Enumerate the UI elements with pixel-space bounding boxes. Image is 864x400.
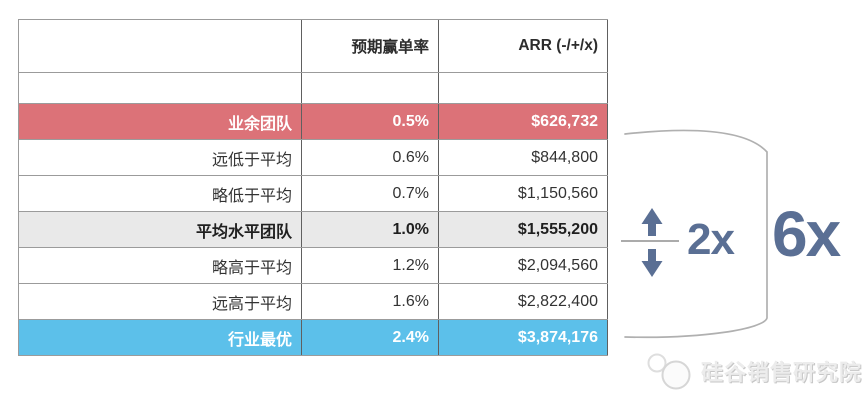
- row-win-rate: 2.4%: [301, 319, 439, 356]
- brand-logo-icon: [647, 353, 691, 390]
- spacer-row: [18, 72, 608, 104]
- table-row-amateur-team: 业余团队 0.5% $626,732: [18, 103, 608, 140]
- table-row-average-team: 平均水平团队 1.0% $1,555,200: [18, 211, 608, 248]
- table-row-slightly-above-average: 略高于平均 1.2% $2,094,560: [18, 247, 608, 284]
- row-win-rate: 0.6%: [301, 139, 439, 176]
- row-arr: $626,732: [438, 103, 608, 140]
- table-header-row: 预期赢单率 ARR (-/+/x): [18, 19, 608, 73]
- row-arr: $1,555,200: [438, 211, 608, 248]
- row-label: 远低于平均: [18, 139, 302, 176]
- row-label: 远高于平均: [18, 283, 302, 320]
- range-bracket-icon: [624, 129, 768, 339]
- row-win-rate: 1.2%: [301, 247, 439, 284]
- multiplier-6x-label: 6x: [772, 198, 841, 270]
- row-arr: $2,822,400: [438, 283, 608, 320]
- row-label: 平均水平团队: [18, 211, 302, 248]
- table-row-far-above-average: 远高于平均 1.6% $2,822,400: [18, 283, 608, 320]
- header-cell-arr: ARR (-/+/x): [438, 19, 608, 73]
- watermark-logo: 硅谷销售研究院: [644, 350, 862, 392]
- row-arr: $2,094,560: [438, 247, 608, 284]
- table-row-industry-best: 行业最优 2.4% $3,874,176: [18, 319, 608, 356]
- row-win-rate: 0.7%: [301, 175, 439, 212]
- row-win-rate: 0.5%: [301, 103, 439, 140]
- brand-name: 硅谷销售研究院: [701, 360, 863, 385]
- row-arr: $1,150,560: [438, 175, 608, 212]
- row-label: 行业最优: [18, 319, 302, 356]
- row-label: 业余团队: [18, 103, 302, 140]
- row-arr: $844,800: [438, 139, 608, 176]
- win-rate-arr-table: 预期赢单率 ARR (-/+/x) 业余团队 0.5% $626,732 远低于…: [18, 19, 608, 356]
- table-row-slightly-below-average: 略低于平均 0.7% $1,150,560: [18, 175, 608, 212]
- table-row-far-below-average: 远低于平均 0.6% $844,800: [18, 139, 608, 176]
- row-arr: $3,874,176: [438, 319, 608, 356]
- header-cell-win-rate: 预期赢单率: [301, 19, 439, 73]
- multiplier-2x-label: 2x: [687, 215, 735, 264]
- up-down-arrow-icon: [621, 208, 679, 277]
- header-cell-label: [18, 19, 302, 73]
- row-win-rate: 1.0%: [301, 211, 439, 248]
- row-win-rate: 1.6%: [301, 283, 439, 320]
- row-label: 略低于平均: [18, 175, 302, 212]
- row-label: 略高于平均: [18, 247, 302, 284]
